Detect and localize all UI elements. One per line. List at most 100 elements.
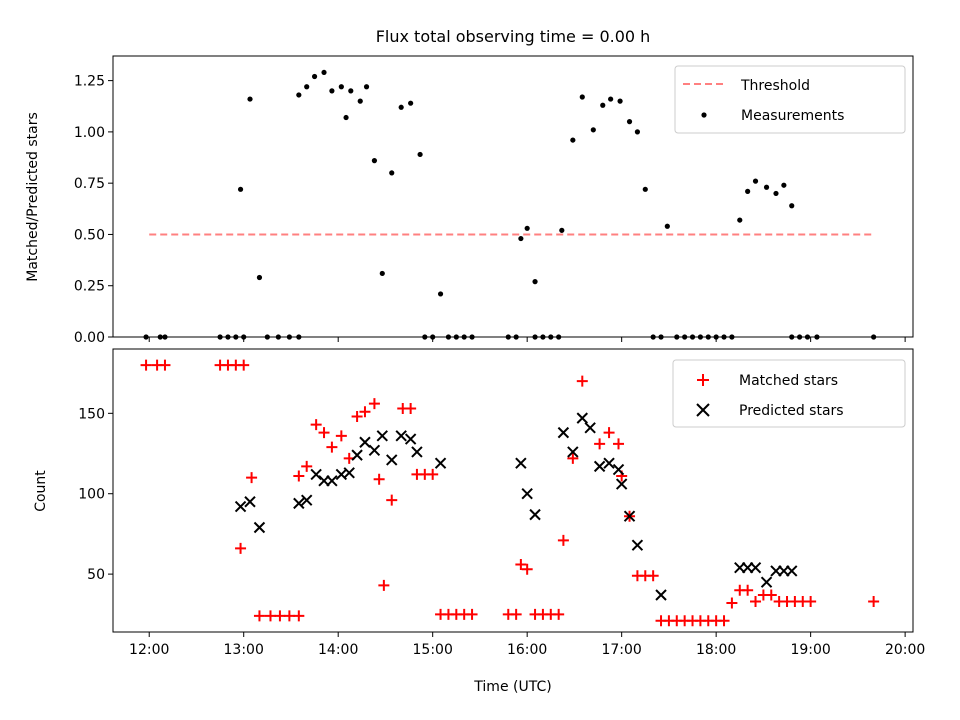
predicted-star-marker (351, 449, 363, 461)
matched-star-marker (567, 452, 579, 464)
measurement-point (311, 73, 318, 80)
measurement-point (634, 129, 641, 135)
predicted-star-marker (593, 460, 606, 473)
top-y-tick-label: 0.75 (74, 176, 105, 192)
matched-star-marker (868, 595, 880, 607)
measurement-point (781, 182, 787, 188)
measurement-point (237, 186, 244, 192)
measurement-point (773, 190, 779, 197)
predicted-star-marker (584, 422, 596, 434)
x-axis-label: Time (UTC) (473, 679, 551, 695)
predicted-star-marker (557, 426, 570, 439)
measurement-point (570, 137, 576, 143)
matched-star-marker (647, 570, 659, 582)
legend-predicted-swatch (696, 403, 710, 417)
matched-star-marker (750, 595, 762, 607)
matched-star-marker (253, 610, 265, 622)
measurement-point (559, 227, 565, 233)
predicted-star-marker (760, 576, 773, 588)
measurement-point (389, 170, 395, 176)
matched-star-marker (293, 470, 305, 482)
legend-matched-label: Matched stars (739, 373, 838, 389)
bottom-y-axis-label: Count (33, 470, 49, 512)
predicted-star-marker (529, 508, 541, 521)
measurement-point (417, 151, 423, 158)
matched-star-marker (140, 359, 152, 371)
predicted-star-marker (368, 444, 381, 457)
matched-star-marker (301, 460, 313, 472)
predicted-star-marker (603, 457, 615, 469)
measurement-point (590, 127, 596, 133)
measurement-point (363, 84, 370, 90)
predicted-star-marker (386, 454, 398, 466)
x-tick-label: 19:00 (790, 642, 830, 658)
legend-measurements-swatch (701, 112, 707, 118)
predicted-star-marker (343, 467, 355, 479)
bottom-y-tick-label: 50 (87, 567, 105, 583)
measurement-point (664, 223, 670, 229)
matched-star-marker (359, 406, 371, 418)
x-tick-label: 12:00 (129, 642, 169, 658)
matched-star-marker (335, 430, 347, 442)
measurement-point (348, 88, 354, 94)
measurement-point (338, 84, 344, 90)
matched-star-marker (310, 419, 322, 431)
top-legend: Threshold Measurements (674, 65, 906, 134)
measurement-point (600, 102, 606, 108)
matched-star-marker (326, 441, 338, 453)
measurement-point (626, 119, 633, 125)
predicted-star-marker (434, 457, 447, 469)
matched-star-marker (318, 427, 330, 439)
measurement-point (256, 274, 263, 281)
predicted-star-marker (310, 468, 322, 481)
matched-star-marker (283, 610, 295, 622)
matched-star-marker (159, 359, 171, 371)
matched-star-marker (264, 610, 276, 622)
matched-star-marker (765, 589, 777, 601)
matched-star-marker (726, 597, 738, 609)
matched-star-marker (718, 615, 730, 627)
top-y-tick-label: 0.50 (74, 227, 105, 243)
matched-star-marker (378, 579, 390, 591)
matched-star-marker (742, 584, 754, 596)
top-legend-box (674, 65, 906, 134)
x-tick-label: 14:00 (318, 642, 358, 658)
matched-star-marker (235, 542, 247, 554)
matched-star-marker (274, 610, 286, 622)
predicted-star-marker (411, 446, 423, 458)
matched-star-marker (293, 610, 305, 622)
matched-star-marker (515, 558, 527, 570)
matched-star-marker (594, 438, 606, 450)
top-y-tick-label: 0.00 (74, 330, 105, 346)
x-tick-label: 13:00 (224, 642, 264, 658)
predicted-star-marker (631, 539, 644, 551)
bottom-legend: Matched stars Predicted stars (672, 359, 906, 428)
matched-star-marker (521, 563, 533, 575)
matched-star-marker (553, 608, 565, 620)
predicted-star-marker (376, 430, 388, 442)
measurement-point (296, 92, 302, 98)
legend-predicted-label: Predicted stars (739, 403, 844, 419)
measurement-point (357, 98, 363, 104)
measurement-point (579, 94, 585, 100)
measurement-point (343, 114, 349, 121)
matched-star-marker (368, 398, 380, 410)
matched-star-marker (427, 468, 439, 480)
predicted-star-marker (576, 412, 588, 424)
x-tick-label: 20:00 (885, 642, 925, 658)
measurement-point (329, 88, 335, 94)
measurement-point (532, 279, 538, 285)
predicted-star-marker (244, 496, 256, 508)
top-panel: 0.00 0.25 0.50 0.75 1.00 1.25 Matched/Predict… (25, 55, 914, 346)
predicted-star-marker (326, 475, 338, 487)
measurement-point (763, 184, 770, 190)
bottom-y-tick-label: 150 (78, 406, 105, 422)
legend-threshold-label: Threshold (740, 78, 810, 94)
matched-star-marker (805, 595, 817, 607)
predicted-star-marker (359, 436, 371, 448)
predicted-star-marker (404, 433, 417, 445)
bottom-axes-frame (112, 348, 914, 633)
matched-star-marker (373, 473, 385, 485)
predicted-star-marker (786, 565, 798, 577)
